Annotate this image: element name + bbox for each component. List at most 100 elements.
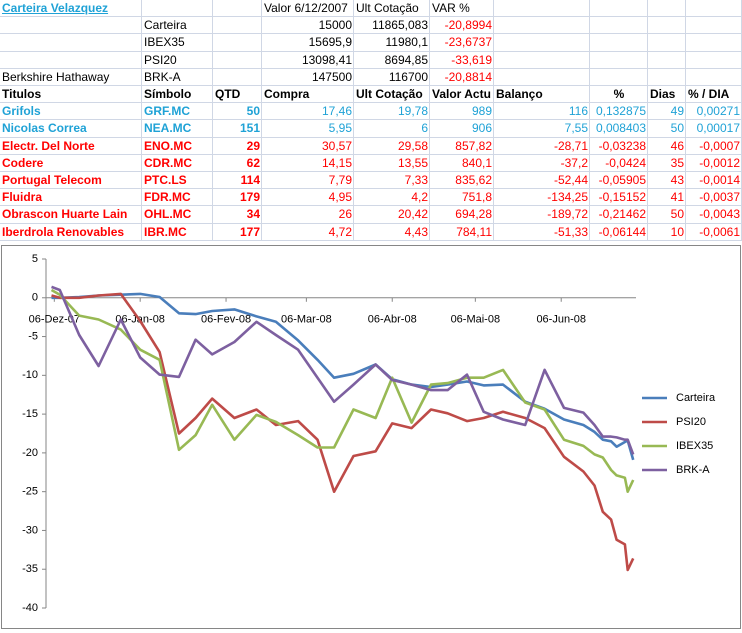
cell xyxy=(590,137,648,155)
table-cell: 46 xyxy=(670,138,684,153)
cell xyxy=(494,189,590,207)
cell xyxy=(590,103,648,121)
table-cell: -0,21462 xyxy=(598,207,646,222)
summary-value: 147500 xyxy=(311,69,352,84)
summary-header: Valor 6/12/2007 xyxy=(264,1,348,15)
table-cell: 835,62 xyxy=(455,173,492,187)
cell xyxy=(262,189,354,207)
summary-value: -23,6737 xyxy=(444,35,492,50)
table-cell: 49 xyxy=(670,104,684,119)
cell xyxy=(142,120,213,138)
cell xyxy=(430,0,494,18)
table-cell: Electr. Del Norte xyxy=(2,138,95,153)
cell xyxy=(648,103,686,121)
summary-value: 15000 xyxy=(318,18,352,33)
x-tick-label: 06-Dez-07 xyxy=(29,314,80,326)
table-cell: 784,11 xyxy=(456,224,492,239)
cell xyxy=(262,0,354,18)
table-cell: 30,57 xyxy=(321,138,352,153)
x-tick-label: 06-Abr-08 xyxy=(368,314,417,326)
x-tick-label: 06-Fev-08 xyxy=(201,314,251,326)
cell xyxy=(648,0,686,18)
legend-label: IBEX35 xyxy=(676,440,713,452)
cell xyxy=(648,223,686,241)
table-cell: -0,06144 xyxy=(598,224,646,239)
cell xyxy=(142,154,213,172)
table-cell: -28,71 xyxy=(553,138,588,153)
cell xyxy=(262,68,354,86)
cell xyxy=(142,103,213,121)
cell xyxy=(590,0,648,18)
cell xyxy=(648,17,686,35)
table-header: QTD xyxy=(215,87,241,101)
table-header: Valor Actu xyxy=(432,87,491,101)
cell xyxy=(430,68,494,86)
cell xyxy=(354,137,430,155)
x-tick-label: 06-Jun-08 xyxy=(536,314,586,326)
table-header: Compra xyxy=(264,87,310,101)
table-header: Balanço xyxy=(496,87,543,101)
cell xyxy=(648,137,686,155)
cell xyxy=(430,172,494,190)
cell xyxy=(354,172,430,190)
cell xyxy=(354,223,430,241)
table-cell: 62 xyxy=(246,155,260,170)
table-cell: 41 xyxy=(670,190,684,205)
cell xyxy=(648,172,686,190)
cell xyxy=(590,172,648,190)
table-cell: 10 xyxy=(670,224,684,239)
cell xyxy=(590,154,648,172)
sheet-title: Carteira Velazquez xyxy=(2,1,109,15)
table-cell: 4,2 xyxy=(411,190,428,205)
table-cell: 7,55 xyxy=(564,121,588,136)
table-cell: 694,28 xyxy=(455,207,492,222)
table-cell: 35 xyxy=(670,155,684,170)
table-cell: 6 xyxy=(421,121,428,136)
summary-header: VAR % xyxy=(432,1,470,15)
table-cell: 17,46 xyxy=(321,104,352,119)
cell xyxy=(0,223,142,241)
cell xyxy=(494,86,590,104)
cell xyxy=(430,137,494,155)
cell xyxy=(262,154,354,172)
cell xyxy=(354,206,430,224)
cell xyxy=(494,0,590,18)
table-cell: -0,05905 xyxy=(598,173,646,187)
table-cell: -0,03238 xyxy=(598,138,646,153)
cell xyxy=(430,86,494,104)
cell xyxy=(213,120,262,138)
cell xyxy=(262,34,354,52)
table-cell: -0,0012 xyxy=(699,155,740,170)
table-cell: Grifols xyxy=(2,104,41,119)
table-cell: 29 xyxy=(246,138,260,153)
table-cell: FDR.MC xyxy=(144,190,191,205)
table-cell: 0,008403 xyxy=(595,121,646,136)
cell xyxy=(0,172,142,190)
cell xyxy=(590,189,648,207)
table-cell: 989 xyxy=(471,104,492,119)
cell xyxy=(142,86,213,104)
spreadsheet: Carteira Velazquez Valor 6/12/2007 Ult Cot… xyxy=(0,0,742,241)
summary-value: 116700 xyxy=(388,69,428,84)
cell xyxy=(142,17,213,35)
table-cell: 20,42 xyxy=(397,207,428,222)
table-cell: 114 xyxy=(240,173,260,187)
legend-label: BRK-A xyxy=(676,464,710,476)
cell xyxy=(142,223,213,241)
cell xyxy=(262,120,354,138)
cell xyxy=(142,137,213,155)
table-header: Símbolo xyxy=(144,87,192,101)
cell xyxy=(686,0,742,18)
cell xyxy=(354,17,430,35)
cell xyxy=(142,0,213,18)
cell xyxy=(262,137,354,155)
cell xyxy=(648,154,686,172)
summary-label: Berkshire Hathaway xyxy=(2,69,110,84)
table-cell: 5,95 xyxy=(328,121,352,136)
summary-value: -20,8814 xyxy=(444,69,492,84)
table-cell: -0,0007 xyxy=(699,138,740,153)
table-cell: -0,0043 xyxy=(699,207,740,222)
table-cell: GRF.MC xyxy=(144,104,190,119)
table-cell: 840,1 xyxy=(461,155,492,170)
table-cell: 50 xyxy=(670,121,684,136)
